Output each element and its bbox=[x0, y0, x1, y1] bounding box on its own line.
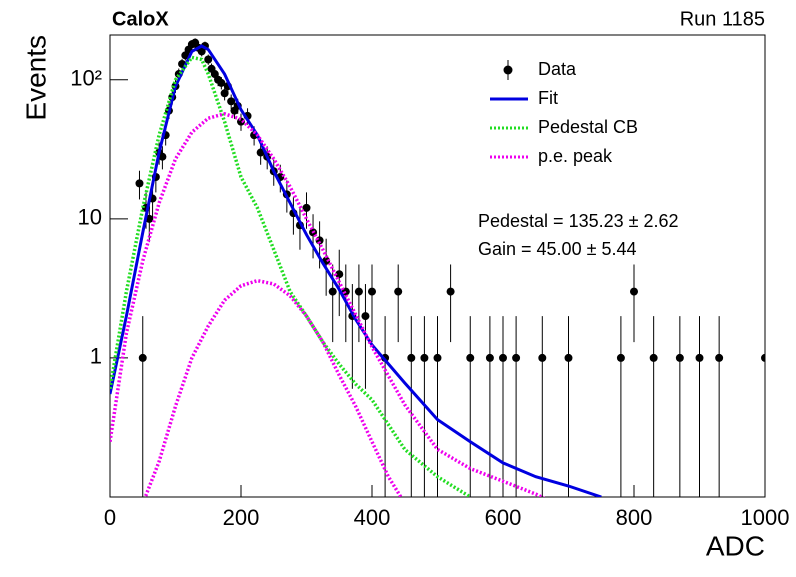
annotation: Pedestal = 135.23 ± 2.62 bbox=[478, 211, 679, 231]
data-point bbox=[499, 353, 507, 362]
y-axis-label: Events bbox=[20, 35, 51, 121]
data-point bbox=[512, 353, 521, 362]
data-point bbox=[335, 270, 344, 279]
x-tick-label: 200 bbox=[223, 505, 260, 530]
data-point bbox=[217, 78, 226, 87]
data-point bbox=[204, 55, 213, 64]
data-point bbox=[328, 287, 337, 296]
x-tick-label: 400 bbox=[354, 505, 391, 530]
data-point bbox=[649, 353, 658, 362]
data-point bbox=[420, 353, 429, 362]
fit-curve bbox=[110, 44, 602, 497]
y-tick-label: 1 bbox=[90, 344, 102, 369]
data-point bbox=[761, 353, 765, 362]
data-point bbox=[302, 203, 311, 212]
data-point bbox=[227, 97, 236, 106]
chart-subtitle: Run 1185 bbox=[680, 8, 765, 30]
legend-marker bbox=[503, 65, 513, 75]
data-point bbox=[538, 353, 547, 362]
plot-area bbox=[110, 38, 765, 497]
annotation: Gain = 45.00 ± 5.44 bbox=[478, 239, 637, 259]
data-point bbox=[220, 89, 229, 98]
x-tick-label: 1000 bbox=[741, 505, 790, 530]
x-tick-label: 600 bbox=[485, 505, 522, 530]
chart-title: CaloX bbox=[112, 8, 169, 30]
data-point bbox=[446, 287, 455, 296]
data-point bbox=[564, 353, 573, 362]
data-point bbox=[135, 179, 144, 188]
legend-label: Pedestal CB bbox=[538, 117, 638, 137]
data-point bbox=[354, 287, 363, 296]
data-point bbox=[630, 287, 638, 296]
data-point bbox=[138, 353, 147, 362]
data-point bbox=[394, 287, 403, 296]
data-point bbox=[675, 353, 684, 362]
data-point bbox=[695, 353, 704, 362]
data-point bbox=[715, 353, 724, 362]
data-point bbox=[616, 353, 625, 362]
fit-curve bbox=[143, 278, 403, 497]
data-point bbox=[407, 353, 416, 362]
data-point bbox=[361, 312, 370, 321]
legend-label: p.e. peak bbox=[538, 146, 613, 166]
x-tick-label: 0 bbox=[104, 505, 116, 530]
x-axis-label: ADC bbox=[706, 530, 765, 561]
legend-label: Fit bbox=[538, 88, 558, 108]
x-tick-label: 800 bbox=[616, 505, 653, 530]
y-tick-label: 10² bbox=[70, 66, 102, 91]
y-tick-label: 10 bbox=[78, 205, 102, 230]
fit-curve bbox=[110, 55, 472, 497]
fit-curve bbox=[110, 111, 546, 497]
data-point bbox=[433, 353, 442, 362]
data-point bbox=[256, 148, 265, 157]
data-point bbox=[466, 353, 475, 362]
data-point bbox=[485, 353, 494, 362]
legend-label: Data bbox=[538, 59, 577, 79]
data-point bbox=[158, 152, 167, 161]
data-point bbox=[368, 287, 376, 296]
